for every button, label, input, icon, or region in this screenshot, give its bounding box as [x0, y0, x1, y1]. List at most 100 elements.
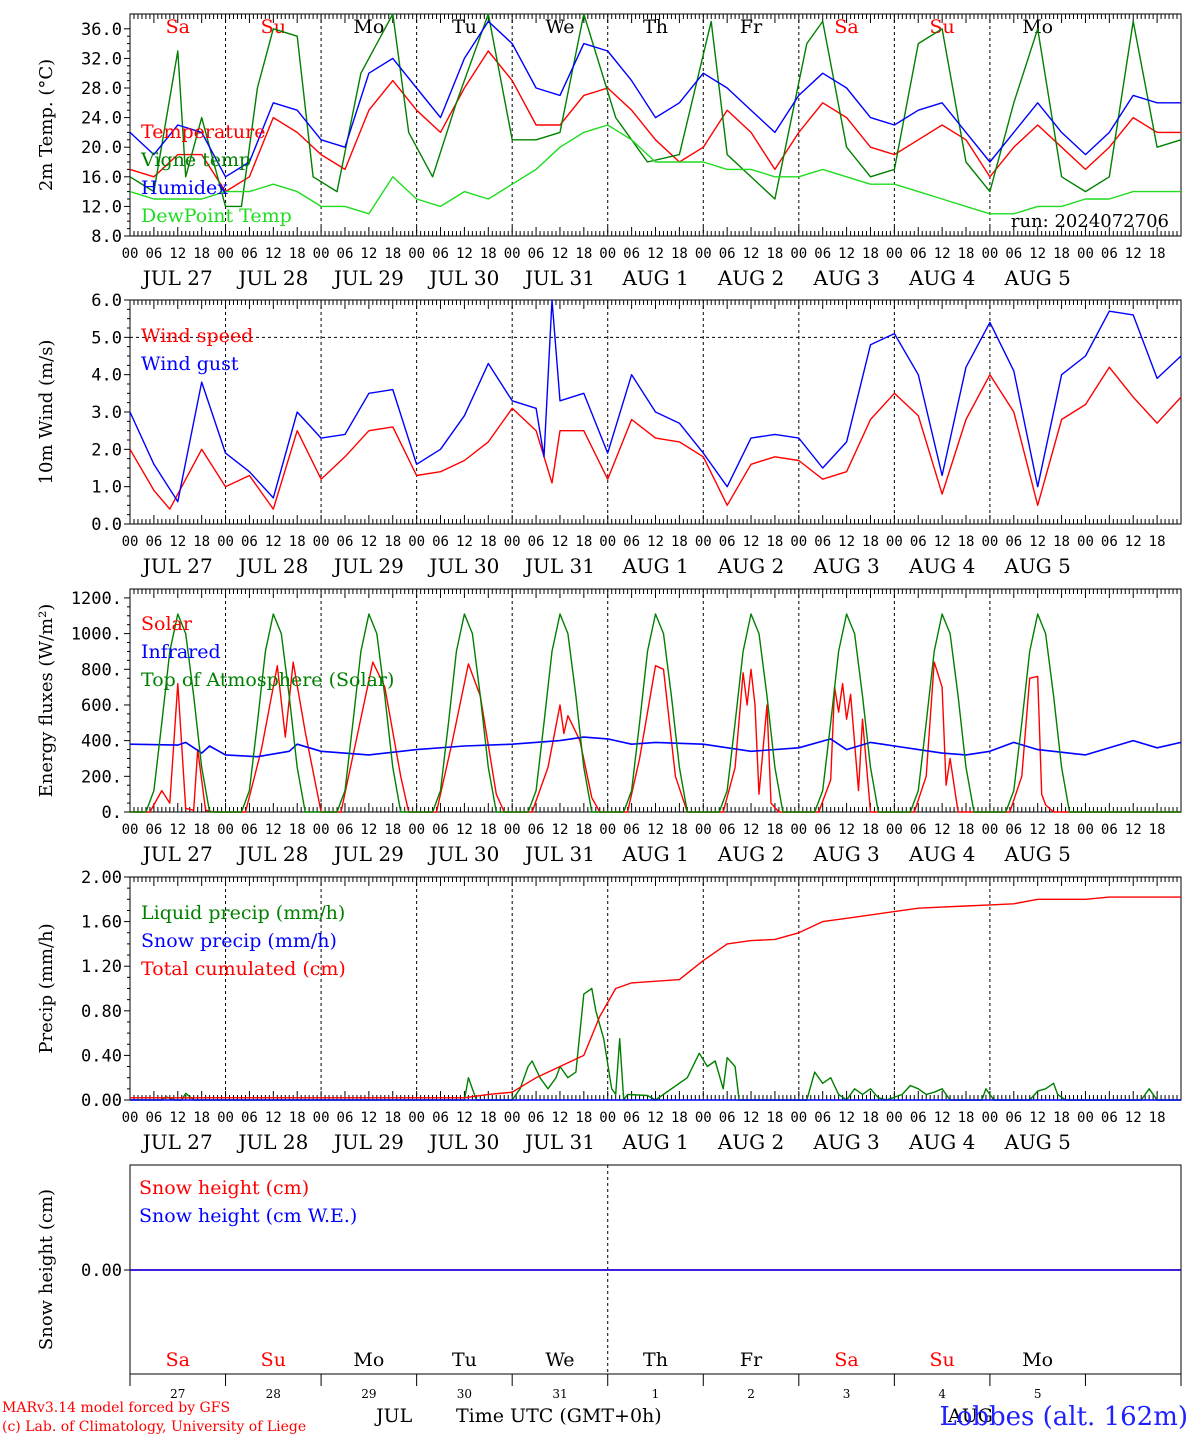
- y-tick-label: 4.0: [91, 366, 122, 386]
- panel-2: 0.0 1.0 2.0 3.0 4.0 5.0 6.0 10m Wind (m/s) 00 06 1…: [36, 291, 1182, 578]
- legend-entry: Temperature: [141, 121, 265, 143]
- date-label: JUL 27: [141, 842, 213, 866]
- hour-label: 00: [886, 246, 903, 262]
- hour-label: 00: [408, 534, 425, 550]
- date-label: JUL 31: [523, 842, 595, 866]
- hour-label: 12: [838, 246, 855, 262]
- hour-label: 18: [958, 534, 975, 550]
- hour-label: 00: [695, 1110, 712, 1126]
- hour-label: 18: [671, 534, 688, 550]
- hour-label: 06: [145, 822, 162, 838]
- hour-label: 18: [671, 822, 688, 838]
- hour-label: 06: [145, 534, 162, 550]
- hour-label: 00: [981, 246, 998, 262]
- hour-label: 18: [289, 246, 306, 262]
- run-annotation: run: 2024072706: [1011, 211, 1169, 232]
- hour-label: 18: [384, 246, 401, 262]
- hour-label: 12: [456, 822, 473, 838]
- hour-label: 00: [695, 822, 712, 838]
- legend-entry: Vigne temp: [140, 149, 251, 171]
- y-tick-label: 28.0: [81, 79, 122, 99]
- hour-label: 18: [480, 534, 497, 550]
- series-line-blue: [129, 299, 1182, 503]
- y-tick-label: 36.0: [81, 20, 122, 40]
- hour-label: 06: [1005, 246, 1022, 262]
- hour-label: 00: [599, 534, 616, 550]
- date-label: JUL 29: [332, 554, 404, 578]
- day-number-label: 4: [938, 1387, 946, 1401]
- x-axis-title: Time UTC (GMT+0h): [456, 1405, 662, 1427]
- hour-label: 06: [623, 822, 640, 838]
- date-label: AUG 2: [717, 554, 784, 578]
- hour-label: 06: [145, 1110, 162, 1126]
- hour-label: 18: [767, 1110, 784, 1126]
- date-label: AUG 2: [717, 842, 784, 866]
- hour-label: 12: [838, 822, 855, 838]
- hour-label: 00: [599, 822, 616, 838]
- hour-label: 12: [169, 246, 186, 262]
- legend-entry: Solar: [141, 613, 193, 635]
- hour-label: 06: [910, 822, 927, 838]
- hour-label: 00: [408, 246, 425, 262]
- date-label: JUL 30: [427, 842, 499, 866]
- hour-label: 00: [504, 534, 521, 550]
- hour-label: 00: [122, 246, 139, 262]
- date-label: AUG 1: [621, 554, 688, 578]
- hour-label: 18: [289, 822, 306, 838]
- series-line-red: [129, 50, 1181, 193]
- hour-label: 06: [337, 534, 354, 550]
- day-number-label: 30: [457, 1387, 472, 1401]
- hour-label: 06: [719, 246, 736, 262]
- y-tick-label: 0.80: [81, 1002, 122, 1022]
- hour-label: 12: [552, 534, 569, 550]
- hour-label: 06: [528, 1110, 545, 1126]
- hour-label: 18: [862, 534, 879, 550]
- hour-label: 18: [1149, 822, 1166, 838]
- plot-frame: [129, 13, 1182, 237]
- hour-label: 18: [1149, 534, 1166, 550]
- hour-label: 00: [599, 246, 616, 262]
- hour-label: 00: [408, 1110, 425, 1126]
- series-line-green: [129, 13, 1182, 208]
- date-label: JUL 28: [236, 842, 308, 866]
- weekday-label: Su: [261, 16, 286, 38]
- day-number-label: 27: [170, 1387, 185, 1401]
- y-tick-label: 20.0: [81, 138, 122, 158]
- hour-label: 06: [719, 822, 736, 838]
- hour-label: 18: [1053, 1110, 1070, 1126]
- hour-label: 12: [1029, 534, 1046, 550]
- legend-entry: Wind speed: [141, 325, 253, 347]
- hour-label: 18: [193, 822, 210, 838]
- date-label: JUL 28: [236, 554, 308, 578]
- hour-label: 12: [934, 1110, 951, 1126]
- hour-label: 00: [886, 534, 903, 550]
- y-tick-label: 0.00: [81, 1261, 122, 1281]
- weekday-label: Th: [643, 1349, 668, 1371]
- hour-label: 00: [886, 822, 903, 838]
- hour-label: 06: [337, 1110, 354, 1126]
- hour-label: 00: [217, 534, 234, 550]
- y-tick-label: 1.0: [91, 478, 122, 498]
- hour-label: 18: [384, 822, 401, 838]
- hour-label: 00: [599, 1110, 616, 1126]
- y-axis-title: 2m Temp. (°C): [36, 59, 57, 191]
- hour-label: 18: [1149, 246, 1166, 262]
- hour-label: 00: [504, 822, 521, 838]
- hour-label: 00: [217, 246, 234, 262]
- date-label: AUG 5: [1004, 554, 1071, 578]
- hour-label: 00: [122, 534, 139, 550]
- weekday-label: Fr: [740, 1349, 763, 1371]
- date-label: JUL 30: [427, 1130, 499, 1154]
- series-line-lime: [129, 124, 1181, 215]
- panel-5: 0.00 Snow height (cm) Sa Su Mo Tu We Th Fr Sa Su Mo…: [36, 1164, 1182, 1401]
- series-line-green: [130, 987, 1181, 1101]
- date-label: JUL 28: [236, 266, 308, 290]
- legend-entry: Top of Atmosphere (Solar): [141, 669, 394, 691]
- hour-label: 06: [432, 534, 449, 550]
- y-axis-title: Precip (mm/h): [36, 923, 57, 1053]
- day-number-label: 3: [843, 1387, 851, 1401]
- hour-label: 18: [1053, 822, 1070, 838]
- hour-label: 18: [575, 822, 592, 838]
- hour-label: 00: [1077, 246, 1094, 262]
- hour-label: 00: [122, 1110, 139, 1126]
